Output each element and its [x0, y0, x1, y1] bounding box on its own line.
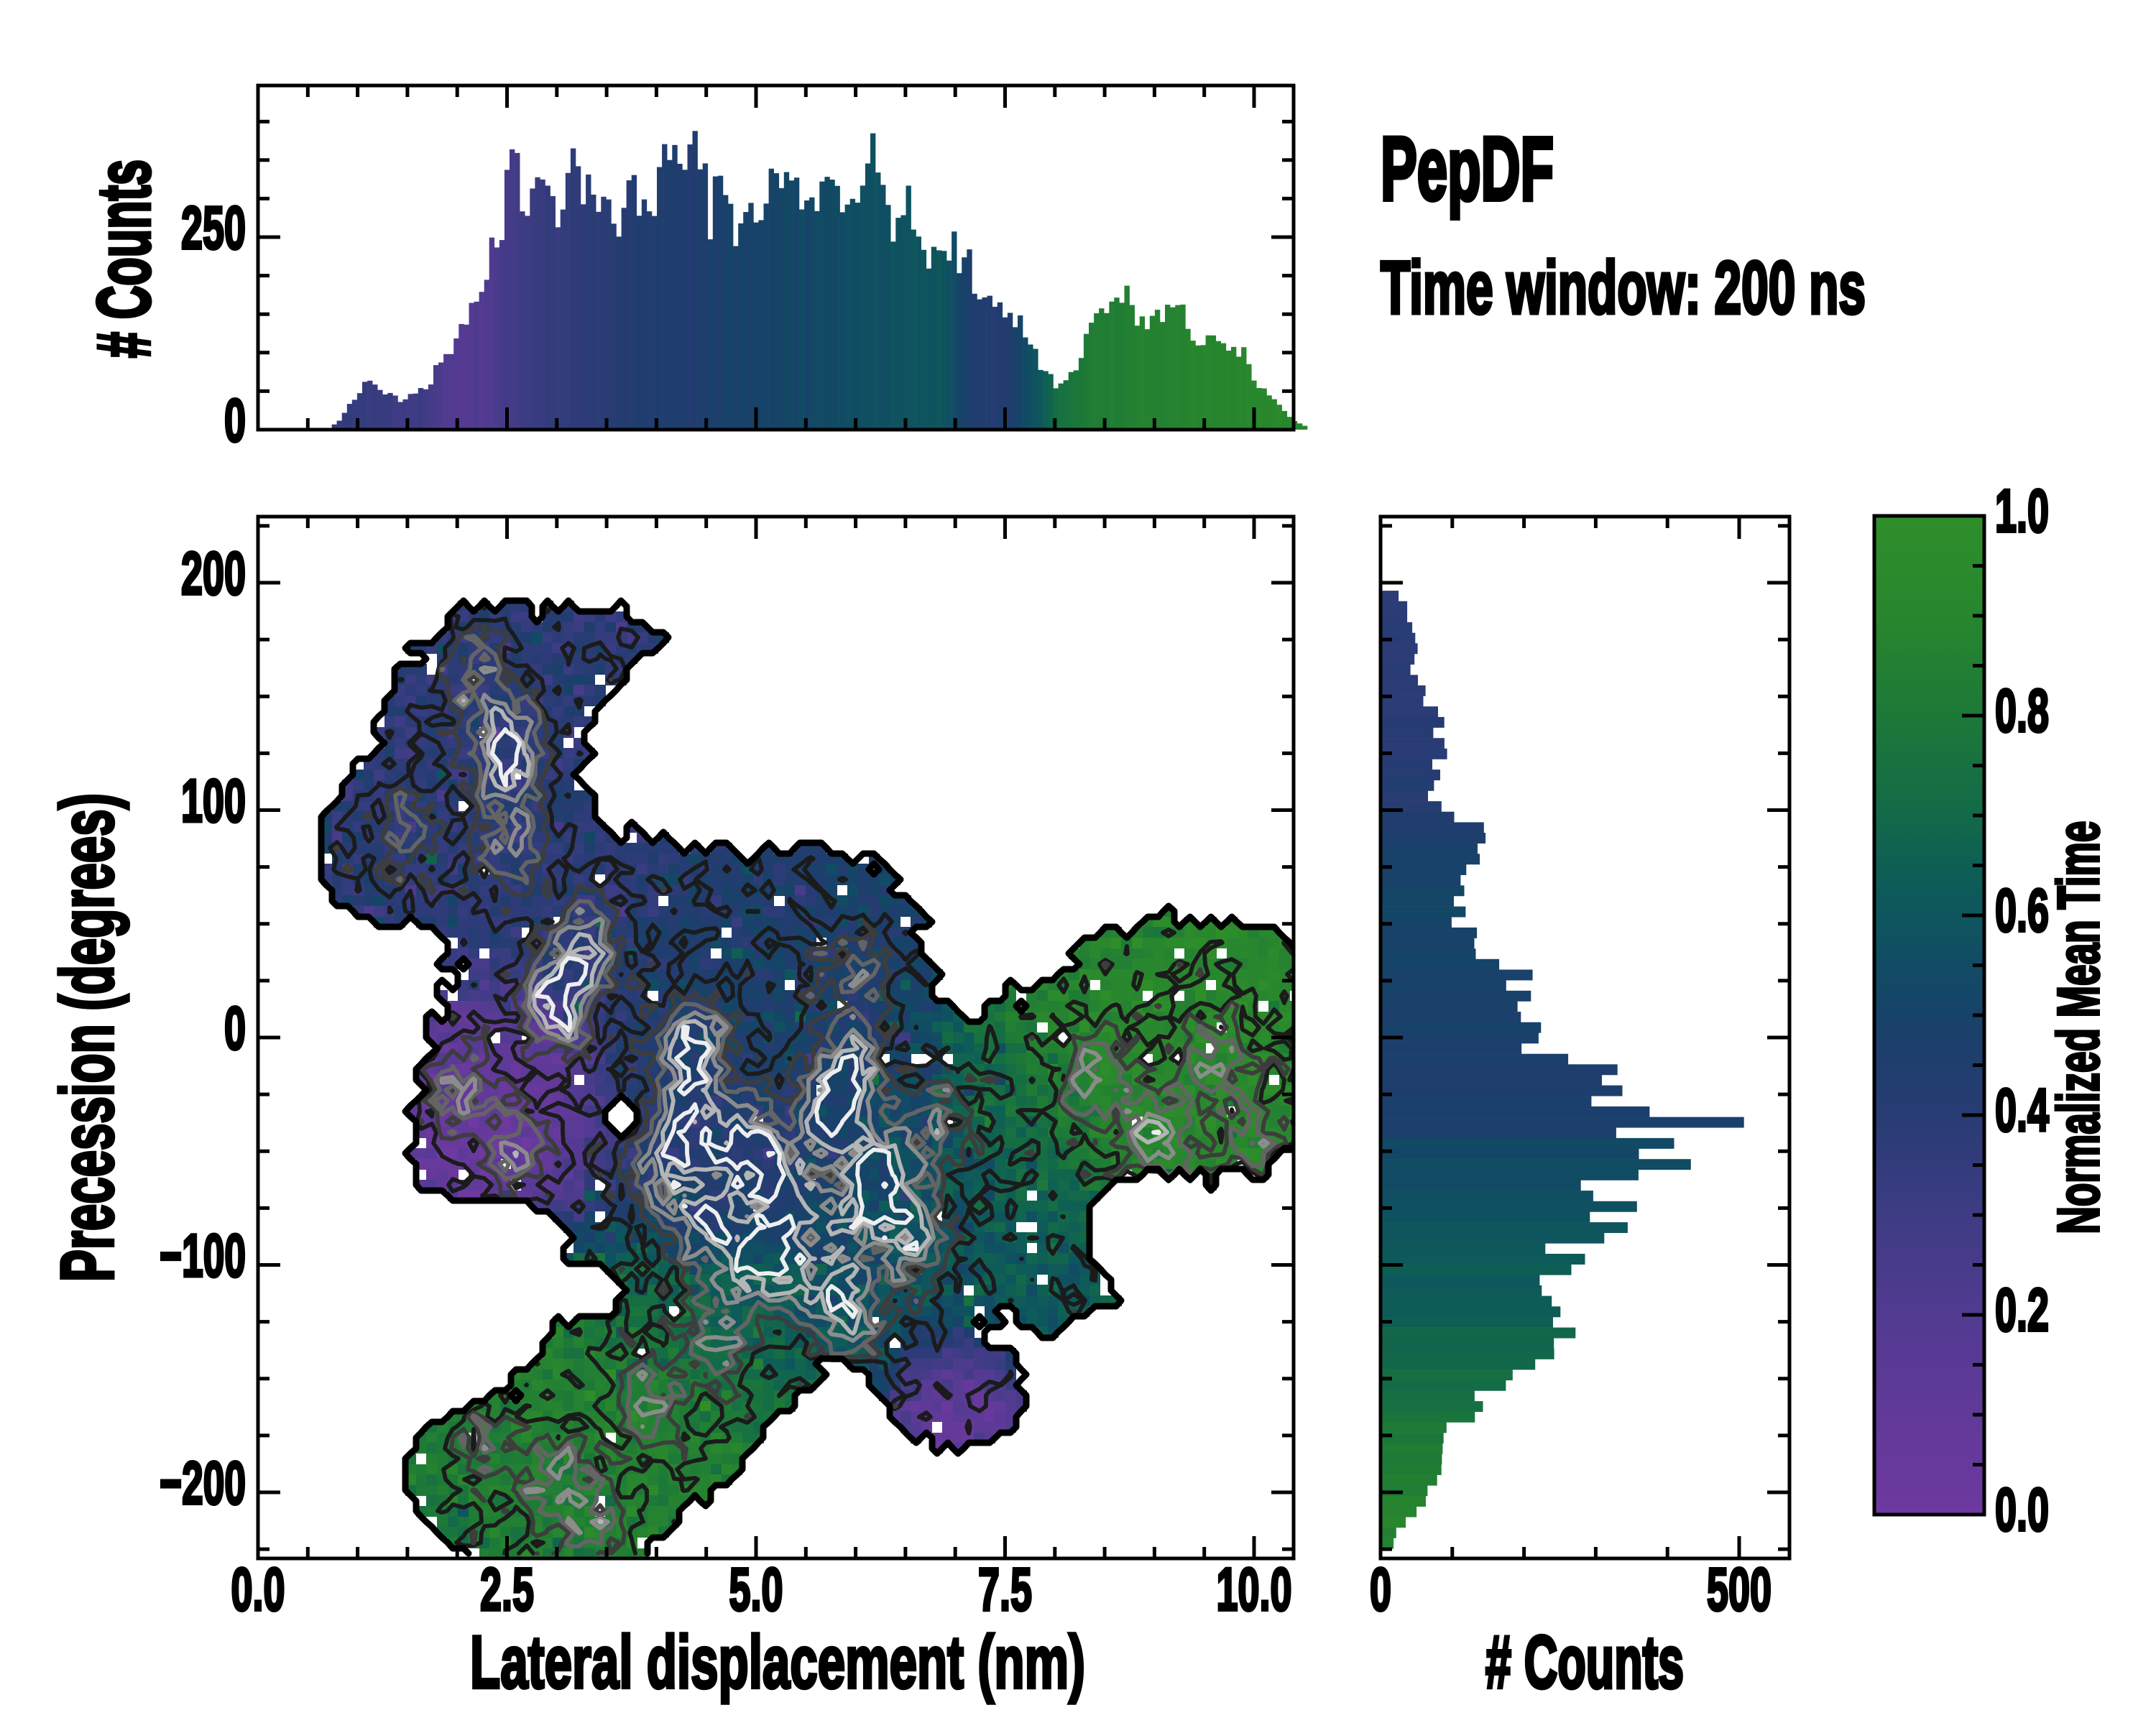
svg-text:2.5: 2.5	[480, 1556, 534, 1623]
svg-text:0.0: 0.0	[1995, 1476, 2049, 1543]
svg-text:0.6: 0.6	[1995, 877, 2049, 944]
svg-text:0.0: 0.0	[231, 1556, 285, 1623]
svg-text:7.5: 7.5	[978, 1556, 1032, 1623]
svg-text:# Counts: # Counts	[1485, 1621, 1684, 1704]
svg-text:# Counts: # Counts	[83, 160, 166, 358]
svg-text:Normalized Mean Time: Normalized Mean Time	[2046, 821, 2111, 1234]
svg-text:0: 0	[1370, 1556, 1391, 1623]
svg-text:−100: −100	[160, 1222, 246, 1290]
svg-text:250: 250	[181, 194, 246, 262]
svg-text:500: 500	[1707, 1556, 1772, 1623]
svg-text:100: 100	[181, 767, 246, 835]
svg-text:1.0: 1.0	[1995, 477, 2049, 545]
svg-text:−200: −200	[160, 1449, 246, 1517]
svg-text:0.4: 0.4	[1995, 1076, 2049, 1144]
svg-text:Lateral displacement (nm): Lateral displacement (nm)	[470, 1621, 1085, 1704]
svg-text:0.2: 0.2	[1995, 1276, 2049, 1344]
svg-text:PepDF: PepDF	[1381, 119, 1554, 219]
svg-text:5.0: 5.0	[729, 1556, 783, 1623]
svg-text:Time window: 200 ns: Time window: 200 ns	[1381, 246, 1866, 330]
svg-text:10.0: 10.0	[1217, 1556, 1292, 1623]
svg-text:0: 0	[224, 387, 246, 454]
svg-text:0.8: 0.8	[1995, 677, 2049, 744]
svg-text:0: 0	[224, 994, 246, 1062]
svg-text:200: 200	[181, 540, 246, 607]
svg-text:Precession (degrees): Precession (degrees)	[46, 793, 129, 1282]
